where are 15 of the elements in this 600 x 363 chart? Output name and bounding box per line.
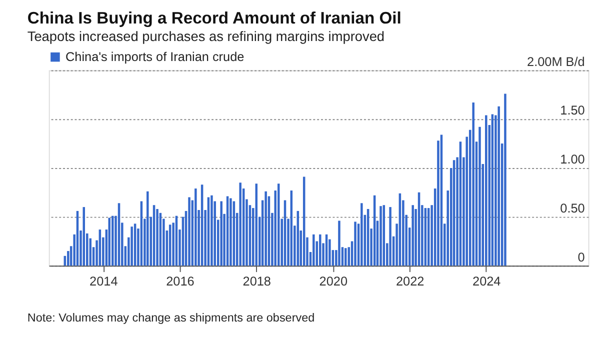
y-tick-label: 1.50: [560, 104, 585, 118]
chart-subtitle: Teapots increased purchases as refining margins improved: [27, 28, 385, 44]
x-tick-label: 2014: [90, 274, 118, 289]
legend-label: China's imports of Iranian crude: [65, 50, 244, 64]
text: Note: Volumes may change as shipments are observed: [27, 311, 315, 324]
y-tick-label: 1.00: [560, 152, 585, 167]
x-tick-label: 2024: [472, 274, 501, 289]
x-tick-label: 2018: [242, 274, 271, 289]
chart-title: China Is Buying a Record Amount of Iranian Oil: [27, 8, 402, 28]
y-tick-label: 0.50: [560, 201, 585, 216]
x-tick-label: 2022: [396, 274, 424, 289]
y-tick-label: 2.00M B/d: [527, 54, 585, 69]
y-tick-label: 0: [578, 250, 585, 264]
x-tick-label: 2016: [166, 274, 194, 289]
x-tick-label: 2020: [319, 274, 348, 289]
